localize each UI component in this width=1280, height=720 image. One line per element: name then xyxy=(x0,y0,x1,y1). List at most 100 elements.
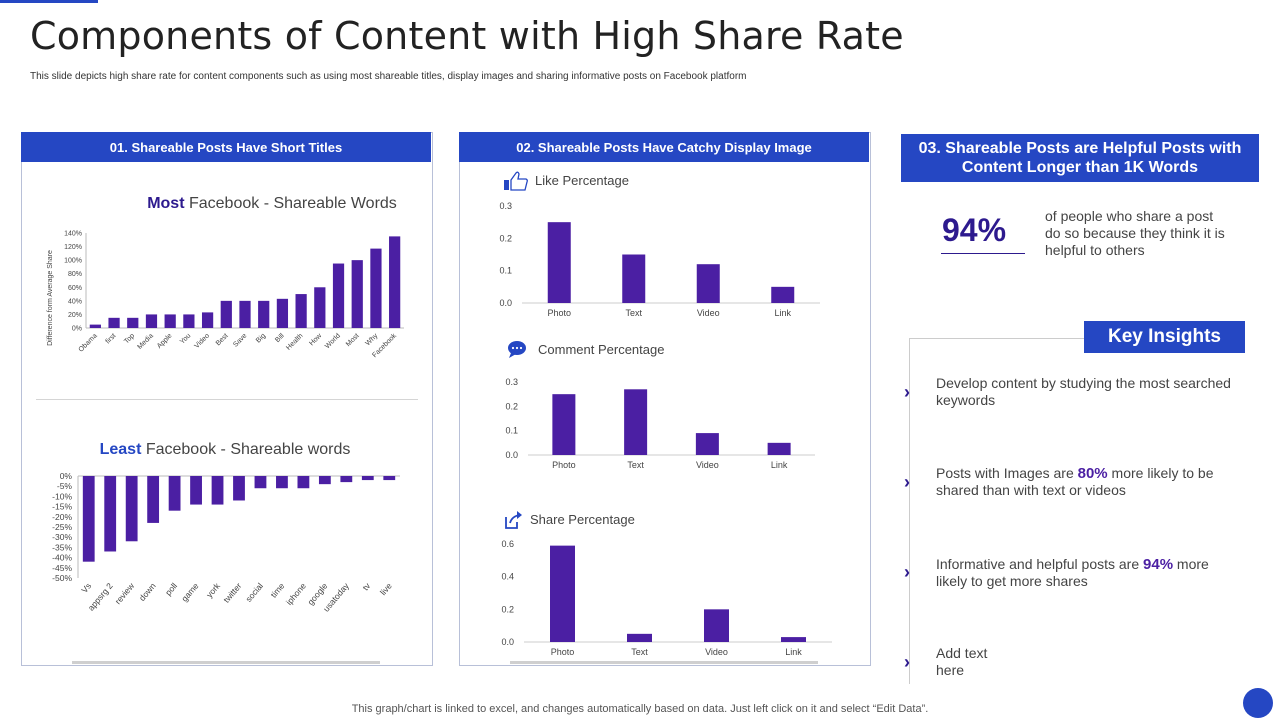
like-bar xyxy=(622,254,646,303)
most-y-tick: 60% xyxy=(68,285,82,292)
like-x-tick: Text xyxy=(625,308,642,318)
panel-display-image xyxy=(459,132,871,666)
least-bar xyxy=(361,476,374,481)
least-y-tick: 0% xyxy=(60,471,73,481)
least-x-tick: down xyxy=(137,581,158,603)
most-x-tick: Video xyxy=(193,332,211,350)
comment-x-tick: Video xyxy=(696,460,719,470)
least-bar xyxy=(168,476,181,511)
least-bar xyxy=(82,476,95,562)
key-insights-title: Key Insights xyxy=(1084,321,1245,353)
least-bar xyxy=(190,476,202,505)
chevron-right-icon: › xyxy=(904,382,910,402)
panel-2-scrollbar[interactable] xyxy=(510,661,818,664)
comment-bar xyxy=(695,433,719,455)
chevron-right-icon: › xyxy=(904,652,910,672)
stat-value: 94% xyxy=(942,212,1007,248)
most-x-tick: How xyxy=(308,332,324,348)
most-x-tick: Obama xyxy=(78,332,99,353)
most-bar xyxy=(389,236,401,328)
most-bar xyxy=(220,300,232,328)
most-x-tick: Apple xyxy=(156,332,174,350)
page-indicator xyxy=(1243,688,1273,718)
most-x-tick: Bill xyxy=(274,332,286,344)
share-chart[interactable]: Share Percentage 0.0 0.2 0.4 0.6 Photo Text Vi… xyxy=(460,506,860,662)
stat-text: of people who share a post do so because… xyxy=(1045,208,1225,258)
least-bar xyxy=(340,476,353,483)
share-y-tick: 0.6 xyxy=(501,539,514,549)
like-x-tick: Link xyxy=(774,308,791,318)
like-bar xyxy=(696,264,720,303)
most-x-tick: Most xyxy=(345,332,361,348)
least-x-tick: poll xyxy=(163,581,179,598)
most-x-tick: Health xyxy=(285,332,304,351)
comment-chart[interactable]: Comment Percentage 0.0 0.1 0.2 0.3 Photo Text… xyxy=(460,336,860,486)
most-bar xyxy=(258,300,270,328)
panel-1-header: 01. Shareable Posts Have Short Titles xyxy=(21,132,431,162)
like-y-tick: 0.0 xyxy=(499,298,512,308)
like-bar xyxy=(771,286,795,303)
page-title: Components of Content with High Share Ra… xyxy=(30,14,904,58)
most-x-tick: Best xyxy=(215,332,230,347)
insight-2: Posts with Images are 80% more likely to… xyxy=(936,465,1214,498)
most-chart-title: Most Facebook - Shareable Words xyxy=(147,195,397,212)
stat-underline xyxy=(941,253,1025,254)
most-bar xyxy=(314,287,326,328)
least-bar xyxy=(147,476,160,523)
most-x-tick: You xyxy=(179,332,192,345)
least-bar xyxy=(125,476,138,542)
page-subtitle: This slide depicts high share rate for c… xyxy=(30,71,747,82)
footer-note: This graph/chart is linked to excel, and… xyxy=(351,703,929,715)
most-bar xyxy=(145,314,158,328)
most-bar xyxy=(239,300,251,328)
most-x-tick: Top xyxy=(123,332,136,345)
least-x-tick: twitter xyxy=(221,581,243,605)
least-bar xyxy=(211,476,224,505)
least-y-tick: -35% xyxy=(52,542,72,552)
panel-1-scrollbar[interactable] xyxy=(72,661,380,664)
like-chart[interactable]: Like Percentage 0.0 0.1 0.2 0.3 Photo Text Vid… xyxy=(460,166,860,326)
most-x-tick: World xyxy=(324,332,342,350)
most-y-tick: 0% xyxy=(72,326,82,333)
share-x-tick: Video xyxy=(705,647,728,657)
chat-bubble-icon xyxy=(508,341,526,358)
most-x-tick: Media xyxy=(136,332,155,351)
least-x-tick: social xyxy=(243,581,265,604)
least-shareable-chart[interactable]: Least Facebook - Shareable words 0%-5%-1… xyxy=(22,430,430,650)
most-shareable-chart[interactable]: Most Facebook - Shareable Words Differen… xyxy=(22,180,430,380)
most-y-tick: 100% xyxy=(64,258,82,265)
least-y-tick: -30% xyxy=(52,532,72,542)
panel-2-header: 02. Shareable Posts Have Catchy Display … xyxy=(459,132,869,162)
like-chart-title: Like Percentage xyxy=(535,173,629,188)
comment-bar xyxy=(767,442,791,455)
most-bar xyxy=(164,314,176,328)
most-x-tick: Big xyxy=(255,332,267,344)
most-bar xyxy=(295,294,307,328)
share-x-tick: Text xyxy=(631,647,648,657)
least-y-tick: -5% xyxy=(57,481,73,491)
share-icon xyxy=(505,511,522,529)
thumbs-up-icon xyxy=(504,171,528,191)
share-y-tick: 0.2 xyxy=(501,604,514,614)
insight-3: Informative and helpful posts are 94% mo… xyxy=(936,556,1209,589)
comment-x-tick: Photo xyxy=(552,460,576,470)
least-bar xyxy=(297,476,310,489)
most-x-tick: Save xyxy=(232,332,248,348)
least-bar xyxy=(276,476,288,489)
most-bar xyxy=(89,324,101,328)
most-bar xyxy=(183,314,195,328)
comment-bar xyxy=(552,394,576,455)
like-y-tick: 0.3 xyxy=(499,201,512,211)
insights-border-vertical xyxy=(909,338,910,684)
least-bar xyxy=(254,476,267,489)
most-bar xyxy=(276,298,289,328)
comment-x-tick: Text xyxy=(627,460,644,470)
least-bar xyxy=(318,476,331,485)
share-bar xyxy=(704,609,729,642)
least-y-tick: -20% xyxy=(52,512,72,522)
insight-4: Add text here xyxy=(936,645,988,678)
least-bar xyxy=(104,476,117,552)
most-bar xyxy=(332,263,345,328)
like-y-tick: 0.2 xyxy=(499,233,512,243)
comment-x-tick: Link xyxy=(771,460,788,470)
